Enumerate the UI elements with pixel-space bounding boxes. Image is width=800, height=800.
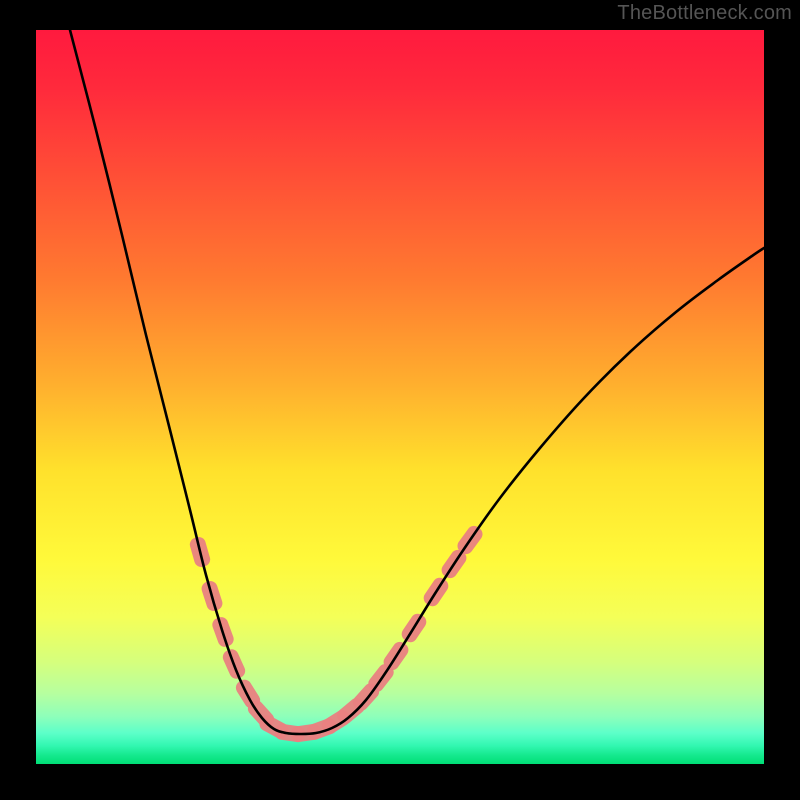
- plot-area: [36, 30, 764, 764]
- chart-stage: TheBottleneck.com: [0, 0, 800, 800]
- watermark-text: TheBottleneck.com: [617, 2, 792, 25]
- plot-svg: [36, 30, 764, 764]
